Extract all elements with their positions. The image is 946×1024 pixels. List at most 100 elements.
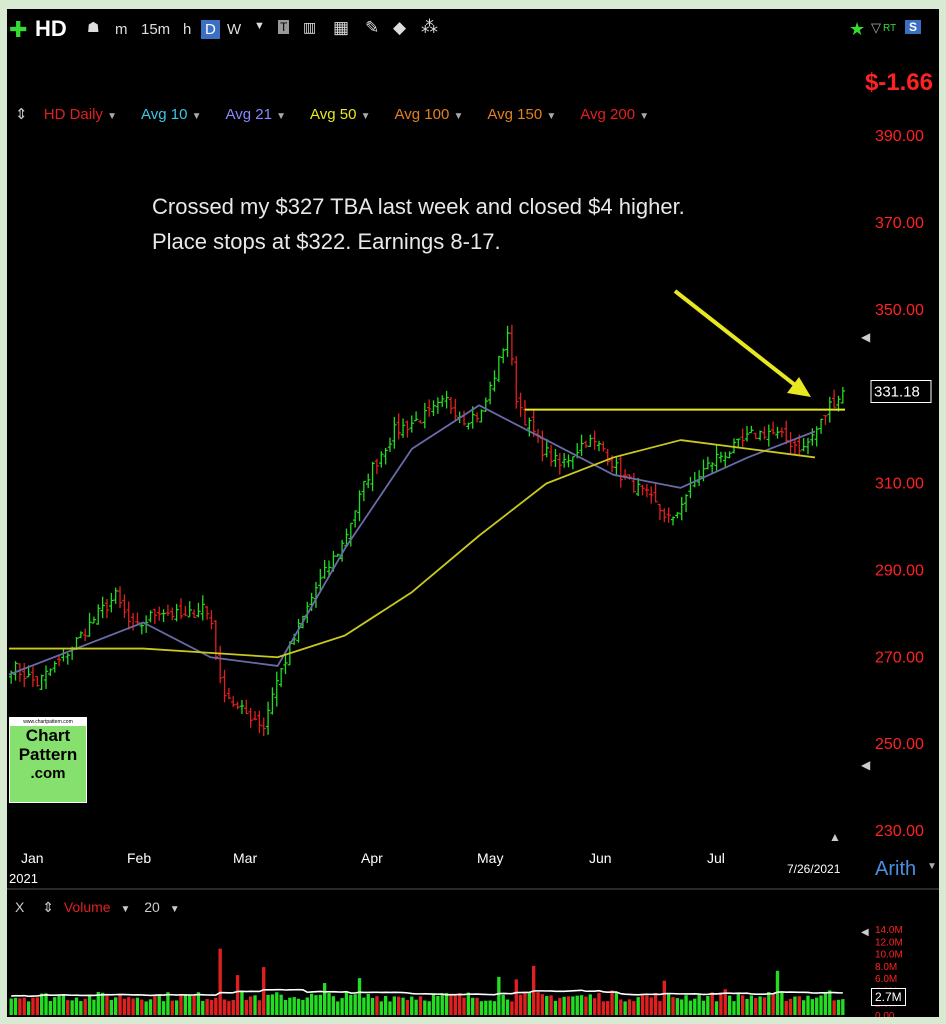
chevron-down-icon[interactable]: ▼ bbox=[169, 904, 180, 915]
close-volume-button[interactable]: X bbox=[15, 899, 25, 915]
volume-bar bbox=[397, 996, 401, 1015]
layers-icon[interactable]: ◆ bbox=[393, 18, 407, 37]
volume-label[interactable]: Volume bbox=[63, 899, 111, 915]
volume-bar bbox=[444, 993, 449, 1015]
compare-icon[interactable]: ☗ bbox=[87, 19, 100, 35]
indicator-item-5[interactable]: Avg 150 ▼ bbox=[487, 106, 557, 123]
chevron-down-icon[interactable]: ▼ bbox=[546, 111, 557, 122]
x-tick-label: Jan bbox=[21, 850, 44, 866]
volume-bar bbox=[327, 993, 331, 1015]
chevron-down-icon[interactable]: ▼ bbox=[453, 111, 464, 122]
filter-icon[interactable]: ▽ bbox=[871, 20, 881, 35]
sort-icon[interactable]: ⇕ bbox=[42, 899, 54, 915]
volume-bar bbox=[114, 997, 118, 1015]
interval-h-button[interactable]: h bbox=[183, 21, 192, 38]
volume-bar bbox=[196, 992, 201, 1015]
interval-15m-button[interactable]: 15m bbox=[141, 21, 171, 38]
y-tick-label: 230.00 bbox=[875, 823, 924, 840]
scroll-up-icon[interactable]: ▲ bbox=[829, 830, 841, 844]
volume-bar bbox=[540, 994, 545, 1015]
interval-d-button[interactable]: D bbox=[201, 20, 220, 39]
interval-w-button[interactable]: W bbox=[227, 21, 242, 38]
indicator-item-0[interactable]: HD Daily ▼ bbox=[43, 106, 117, 123]
volume-bar bbox=[214, 997, 218, 1015]
annotation-arrow-head bbox=[787, 377, 811, 397]
last-volume-badge: 2.7M bbox=[871, 988, 906, 1006]
chevron-down-icon[interactable]: ▼ bbox=[107, 111, 117, 122]
volume-bar bbox=[501, 994, 505, 1015]
scroll-left-icon[interactable]: ◀ bbox=[861, 927, 869, 938]
calculator-icon[interactable]: ▦ bbox=[333, 18, 350, 37]
volume-bar bbox=[296, 998, 301, 1015]
volume-bar bbox=[244, 999, 248, 1015]
volume-bar bbox=[188, 994, 192, 1015]
volume-period[interactable]: 20 bbox=[144, 899, 160, 915]
star-icon[interactable]: ★ bbox=[849, 19, 866, 39]
volume-bar bbox=[762, 997, 767, 1015]
volume-bar bbox=[344, 992, 349, 1015]
realtime-badge[interactable]: RT bbox=[883, 23, 897, 34]
volume-bar bbox=[784, 1000, 788, 1015]
volume-tick-label: 8.0M bbox=[875, 962, 897, 973]
indicator-item-6[interactable]: Avg 200 ▼ bbox=[580, 106, 650, 123]
volume-bar bbox=[640, 994, 645, 1015]
volume-bar bbox=[357, 978, 362, 1015]
bar-style-icon[interactable]: ▥ bbox=[303, 19, 317, 35]
chevron-down-icon[interactable]: ▼ bbox=[276, 111, 287, 122]
volume-bar bbox=[553, 1000, 558, 1015]
chevron-down-icon[interactable]: ▼ bbox=[254, 20, 265, 32]
volume-bar bbox=[788, 998, 793, 1015]
volume-bar bbox=[222, 999, 227, 1015]
indicator-item-4[interactable]: Avg 100 ▼ bbox=[394, 106, 464, 123]
volume-bar bbox=[675, 998, 680, 1015]
volume-bar bbox=[183, 994, 188, 1015]
scroll-left-icon[interactable]: ◀ bbox=[861, 758, 871, 772]
volume-bar bbox=[714, 1001, 719, 1015]
volume-bar bbox=[83, 998, 87, 1015]
volume-avg-line bbox=[11, 988, 843, 998]
volume-bar bbox=[732, 1001, 736, 1015]
pencil-icon[interactable]: ✎ bbox=[365, 18, 380, 37]
ticker-symbol[interactable]: HD bbox=[35, 16, 67, 41]
chevron-down-icon[interactable]: ▼ bbox=[191, 111, 202, 122]
chevron-down-icon[interactable]: ▼ bbox=[639, 111, 650, 122]
volume-bar bbox=[331, 996, 336, 1015]
volume-bar bbox=[26, 1001, 31, 1015]
volume-bar bbox=[471, 997, 475, 1015]
settings-icon[interactable]: S bbox=[905, 20, 922, 34]
chevron-down-icon[interactable]: ▼ bbox=[120, 904, 131, 915]
chevron-down-icon[interactable]: ▼ bbox=[927, 861, 937, 872]
volume-bar bbox=[127, 997, 131, 1015]
volume-bar bbox=[13, 997, 18, 1015]
volume-bar bbox=[292, 997, 296, 1015]
add-icon[interactable]: ✚ bbox=[9, 17, 28, 42]
volume-bar bbox=[649, 997, 653, 1015]
interval-m-button[interactable]: m bbox=[115, 21, 128, 38]
scroll-left-icon[interactable]: ◀ bbox=[861, 330, 871, 344]
volume-bar bbox=[170, 1000, 174, 1015]
indicator-item-2[interactable]: Avg 21 ▼ bbox=[225, 106, 287, 123]
chevron-down-icon[interactable]: ▼ bbox=[360, 111, 371, 122]
volume-bar bbox=[122, 998, 127, 1015]
logo-line-3: .com bbox=[30, 765, 66, 782]
volume-bar bbox=[610, 990, 614, 1015]
scale-label[interactable]: Arith bbox=[875, 858, 916, 880]
volume-bar bbox=[31, 997, 35, 1015]
volume-bar bbox=[475, 997, 479, 1015]
volume-bar bbox=[797, 996, 801, 1015]
volume-bar bbox=[819, 995, 823, 1015]
sort-icon[interactable]: ⇕ bbox=[15, 106, 28, 123]
indicator-item-3[interactable]: Avg 50 ▼ bbox=[310, 106, 371, 123]
x-tick-label: Feb bbox=[127, 850, 151, 866]
volume-bar bbox=[658, 1001, 662, 1015]
y-tick-label: 270.00 bbox=[875, 649, 924, 666]
volume-bar bbox=[218, 948, 222, 1015]
indicator-item-1[interactable]: Avg 10 ▼ bbox=[141, 106, 202, 123]
toolbar: ✚ HD ☗ m 15m h D W ▼ T ▥ ▦ ✎ ◆ ⁂ ★ ▽ RT … bbox=[7, 9, 939, 53]
volume-bar bbox=[423, 1000, 427, 1015]
price-chart[interactable]: 390.00 370.00 350.00 310.00 290.00 270.00 250.… bbox=[7, 9, 939, 1017]
volume-bar bbox=[710, 992, 714, 1015]
volume-bar bbox=[440, 993, 444, 1015]
share-icon[interactable]: ⁂ bbox=[421, 17, 438, 36]
chart-type-icon[interactable]: T bbox=[278, 20, 290, 34]
